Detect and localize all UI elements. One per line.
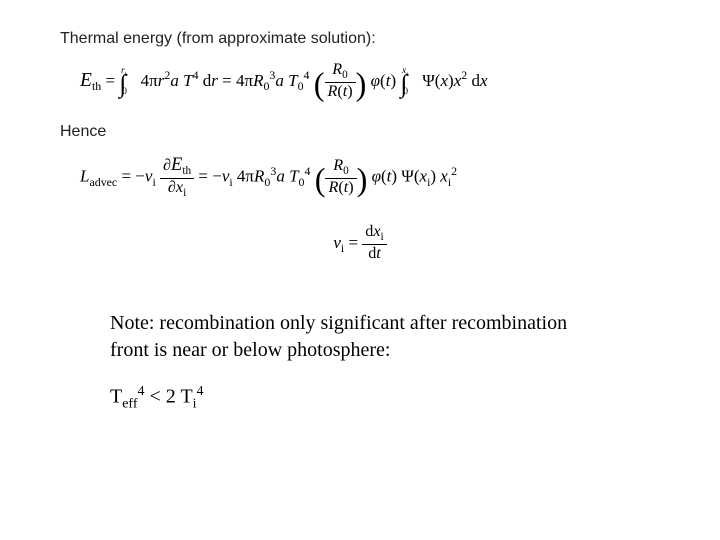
equation-velocity-i: vi = dxidt [60,224,660,264]
hence-label: Hence [60,123,660,141]
power-4-left: 4 [138,384,145,399]
condition-inequality: Teff4 < 2 Ti4 [110,384,590,413]
thermal-energy-header: Thermal energy (from approximate solutio… [60,30,660,48]
T-symbol-right: T [180,386,192,408]
equation-thermal-energy: Eth = ∫0ri 4πr2a T4 dr = 4πR03a T04 (R0R… [80,62,660,103]
T-symbol: T [110,386,122,408]
coefficient-2: 2 [166,386,181,408]
eff-subscript: eff [122,397,137,412]
less-than: < [145,386,166,408]
note-text: Note: recombination only significant aft… [110,310,590,364]
equation-luminosity-advec: Ladvec = −vi ∂Eth∂xi = −vi 4πR03a T04 (R… [80,155,660,200]
power-4-right: 4 [197,384,204,399]
